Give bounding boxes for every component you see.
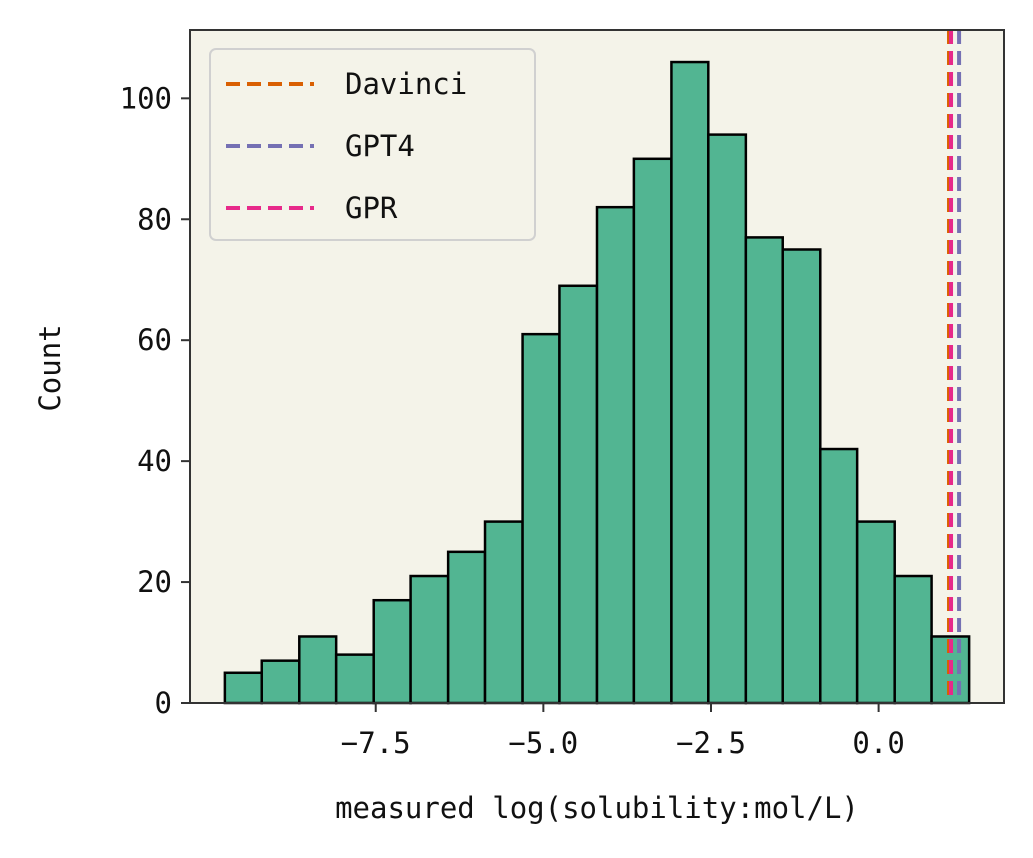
histogram-bar bbox=[260, 659, 301, 705]
x-tick-label: 0.0 bbox=[852, 726, 904, 760]
vertical-lines-group bbox=[947, 30, 962, 703]
histogram-bar bbox=[670, 60, 710, 705]
histogram-bar bbox=[558, 284, 599, 705]
y-axis-ticks: 0 20 40 60 80 100 bbox=[120, 81, 190, 720]
x-axis-label: measured log(solubility:mol/L) bbox=[335, 791, 859, 825]
legend-label-gpr: GPR bbox=[345, 191, 398, 225]
y-tick-label: 40 bbox=[137, 444, 172, 478]
histogram-bar bbox=[893, 574, 933, 705]
legend-label-davinci: Davinci bbox=[345, 67, 467, 101]
legend-box bbox=[209, 48, 536, 241]
histogram-bar bbox=[521, 332, 561, 705]
y-tick-label: 0 bbox=[155, 686, 172, 720]
y-tick-label: 60 bbox=[137, 323, 172, 357]
y-tick-label: 20 bbox=[137, 565, 172, 599]
legend-label-gpt4: GPT4 bbox=[345, 129, 415, 163]
plot-frame bbox=[189, 29, 1005, 704]
histogram-bar bbox=[819, 447, 859, 705]
histogram-bar bbox=[223, 671, 263, 705]
y-tick-label: 100 bbox=[120, 81, 172, 115]
x-axis-ticks: −7.5 −5.0 −2.5 0.0 bbox=[341, 703, 905, 760]
histogram-bar bbox=[744, 236, 784, 705]
bars-group bbox=[223, 60, 971, 705]
y-tick-label: 80 bbox=[137, 202, 172, 236]
histogram-bar bbox=[632, 157, 673, 705]
y-axis-label: Count bbox=[33, 324, 67, 411]
legend: Davinci GPT4 GPR bbox=[209, 48, 536, 241]
histogram-bar bbox=[446, 550, 487, 705]
x-tick-label: −7.5 bbox=[341, 726, 411, 760]
histogram-bar bbox=[409, 574, 450, 705]
histogram-bar bbox=[707, 133, 748, 705]
histogram-bar bbox=[483, 520, 524, 705]
histogram-bar bbox=[781, 248, 822, 705]
histogram-bar bbox=[298, 635, 338, 705]
x-tick-label: −5.0 bbox=[508, 726, 578, 760]
histogram-bar bbox=[334, 653, 375, 705]
x-tick-label: −2.5 bbox=[676, 726, 746, 760]
histogram-bar bbox=[595, 205, 636, 705]
histogram-bar bbox=[855, 520, 896, 705]
histogram-bar bbox=[372, 598, 412, 705]
